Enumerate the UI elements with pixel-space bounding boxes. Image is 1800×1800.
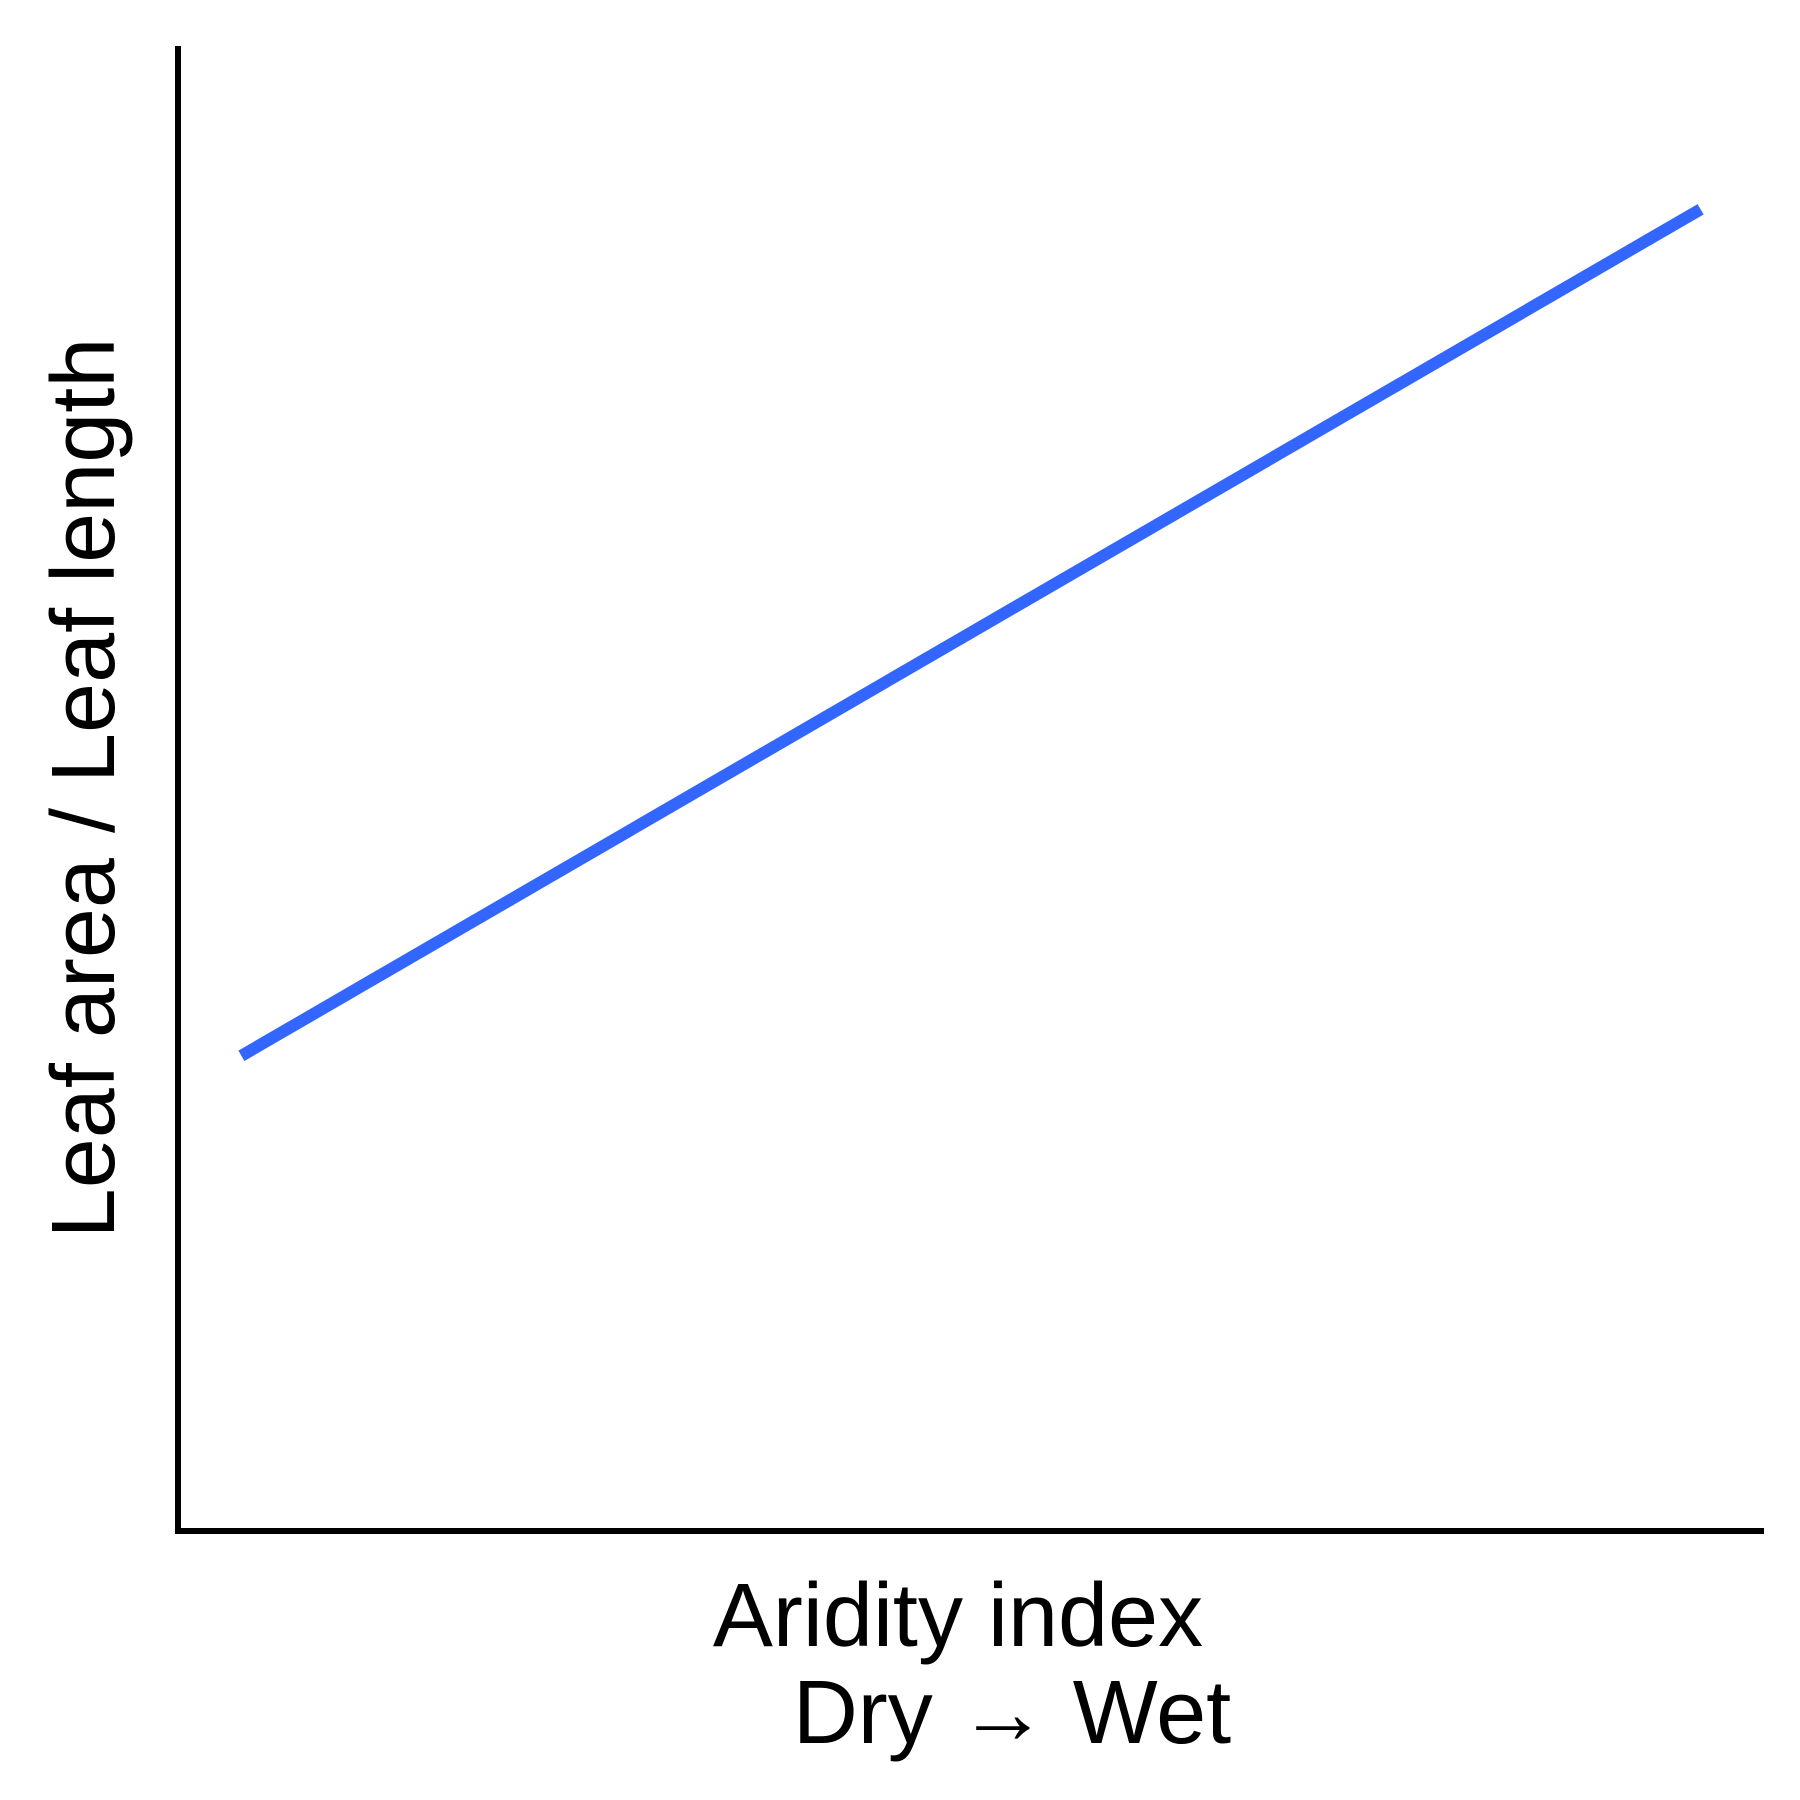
- x-axis-label: Aridity index: [713, 1566, 1203, 1666]
- series-layer: [238, 204, 1704, 1061]
- y-axis-label: Leaf area / Leaf length: [34, 338, 134, 1239]
- series-line-1: [238, 204, 1704, 1061]
- x-axis-sublabel: Dry → Wet: [793, 1663, 1231, 1763]
